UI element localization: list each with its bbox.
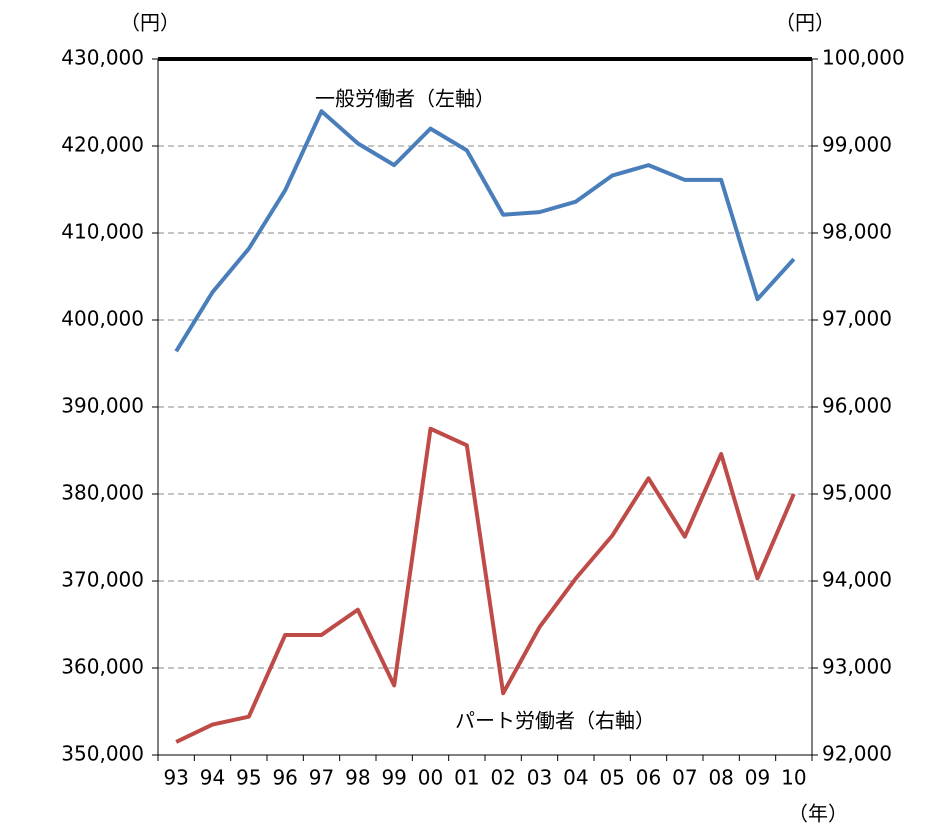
x-tick-label: 02 [490, 766, 515, 790]
x-tick-label: 95 [236, 766, 261, 790]
x-tick-label: 96 [272, 766, 297, 790]
x-axis-unit: （年） [788, 802, 848, 826]
y-tick-label: 410,000 [61, 220, 144, 244]
y-tick-label: 390,000 [61, 394, 144, 418]
data-line [174, 109, 796, 353]
y-axis-unit: （円） [120, 11, 180, 35]
series-label: パート労働者（右軸） [455, 709, 655, 733]
y2-tick-label: 97,000 [822, 307, 892, 331]
x-tick-label: 04 [563, 766, 588, 790]
y-tick-label: 400,000 [61, 307, 144, 331]
x-tick-label: 10 [781, 766, 806, 790]
y2-tick-label: 100,000 [822, 46, 905, 70]
y2-tick-label: 98,000 [822, 220, 892, 244]
data-line [175, 426, 796, 744]
x-tick-label: 93 [163, 766, 188, 790]
y2-tick-label: 99,000 [822, 133, 892, 157]
y2-tick-label: 95,000 [822, 481, 892, 505]
x-tick-label: 09 [745, 766, 770, 790]
y2-axis-unit: （円） [775, 11, 835, 35]
y-tick-label: 360,000 [61, 655, 144, 679]
x-tick-label: 97 [309, 766, 334, 790]
x-tick-label: 00 [418, 766, 443, 790]
x-tick-label: 05 [599, 766, 624, 790]
x-tick-label: 94 [200, 766, 225, 790]
x-tick-label: 03 [527, 766, 552, 790]
y-tick-label: 380,000 [61, 481, 144, 505]
x-tick-label: 98 [345, 766, 370, 790]
y2-tick-label: 92,000 [822, 742, 892, 766]
y2-tick-label: 96,000 [822, 394, 892, 418]
x-tick-label: 07 [672, 766, 697, 790]
x-tick-label: 08 [708, 766, 733, 790]
y-tick-label: 370,000 [61, 568, 144, 592]
y-tick-label: 430,000 [61, 46, 144, 70]
y-tick-label: 420,000 [61, 133, 144, 157]
x-tick-label: 99 [381, 766, 406, 790]
y2-tick-label: 94,000 [822, 568, 892, 592]
y2-tick-label: 93,000 [822, 655, 892, 679]
x-tick-label: 01 [454, 766, 479, 790]
x-tick-label: 06 [636, 766, 661, 790]
series-label: 一般労働者（左軸） [315, 87, 495, 111]
y-tick-label: 350,000 [61, 742, 144, 766]
